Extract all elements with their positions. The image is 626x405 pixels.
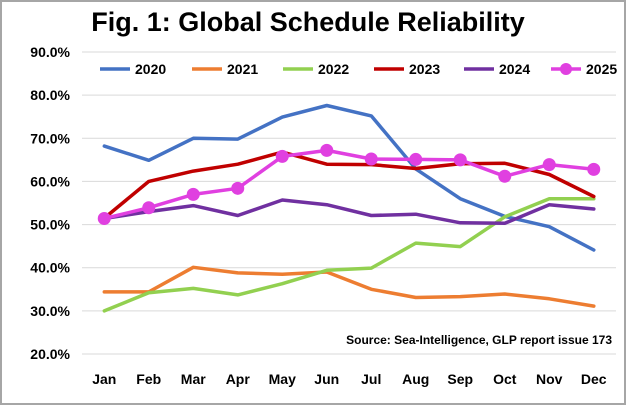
x-tick-label: May — [269, 371, 296, 387]
y-tick-label: 30.0% — [30, 303, 70, 319]
series-line — [102, 196, 596, 313]
legend-item: 2020 — [100, 61, 166, 77]
x-tick-label: Jul — [361, 371, 381, 387]
data-point — [142, 201, 156, 215]
data-point — [320, 143, 334, 157]
legend-marker — [560, 63, 572, 75]
series-2023 — [102, 150, 596, 220]
data-point — [498, 169, 512, 183]
x-tick-label: Dec — [581, 371, 607, 387]
legend-label: 2022 — [318, 61, 349, 77]
legend-label: 2021 — [227, 61, 258, 77]
x-tick-label: Jan — [92, 371, 116, 387]
x-tick-label: Mar — [181, 371, 206, 387]
series-lines — [97, 103, 601, 313]
data-point — [364, 152, 378, 166]
x-axis: Jan Feb Mar Apr May Jun Jul Aug Sep Oct Nov Dec — [92, 371, 607, 387]
data-point — [409, 152, 423, 166]
x-tick-label: Sep — [447, 371, 473, 387]
series-line — [102, 198, 596, 226]
legend-label: 2024 — [499, 61, 530, 77]
x-tick-label: Aug — [402, 371, 429, 387]
series-2022 — [102, 196, 596, 313]
y-axis: 20.0% 30.0% 40.0% 50.0% 60.0% 70.0% 80.0% 90.0% — [30, 44, 70, 362]
series-2024 — [102, 198, 596, 226]
data-point — [186, 187, 200, 201]
y-tick-label: 80.0% — [30, 87, 70, 103]
series-line — [102, 265, 596, 308]
series-line — [102, 103, 596, 252]
data-point — [275, 149, 289, 163]
legend: 2020 2021 2022 2023 2024 2025 — [100, 61, 617, 77]
source-note: Source: Sea-Intelligence, GLP report iss… — [346, 333, 612, 347]
y-tick-label: 70.0% — [30, 130, 70, 146]
legend-item: 2021 — [192, 61, 258, 77]
x-tick-label: Oct — [493, 371, 517, 387]
legend-item: 2024 — [464, 61, 530, 77]
y-tick-label: 20.0% — [30, 346, 70, 362]
legend-item: 2022 — [283, 61, 349, 77]
legend-item: 2025 — [551, 61, 617, 77]
data-point — [231, 181, 245, 195]
y-tick-label: 90.0% — [30, 44, 70, 60]
data-point — [97, 212, 111, 226]
y-tick-label: 40.0% — [30, 260, 70, 276]
y-tick-label: 50.0% — [30, 217, 70, 233]
series-2025 — [97, 143, 601, 226]
legend-label: 2025 — [586, 61, 617, 77]
legend-item: 2023 — [374, 61, 440, 77]
y-tick-label: 60.0% — [30, 173, 70, 189]
data-point — [453, 153, 467, 167]
series-2021 — [102, 265, 596, 308]
x-tick-label: Feb — [136, 371, 161, 387]
legend-label: 2023 — [409, 61, 440, 77]
series-line — [102, 148, 596, 221]
x-tick-label: Apr — [226, 371, 251, 387]
data-point — [542, 158, 556, 172]
x-tick-label: Jun — [314, 371, 339, 387]
x-tick-label: Nov — [536, 371, 563, 387]
legend-label: 2020 — [135, 61, 166, 77]
chart-title: Fig. 1: Global Schedule Reliability — [91, 7, 525, 37]
series-line — [102, 150, 596, 220]
series-2020 — [102, 103, 596, 252]
data-point — [587, 162, 601, 176]
